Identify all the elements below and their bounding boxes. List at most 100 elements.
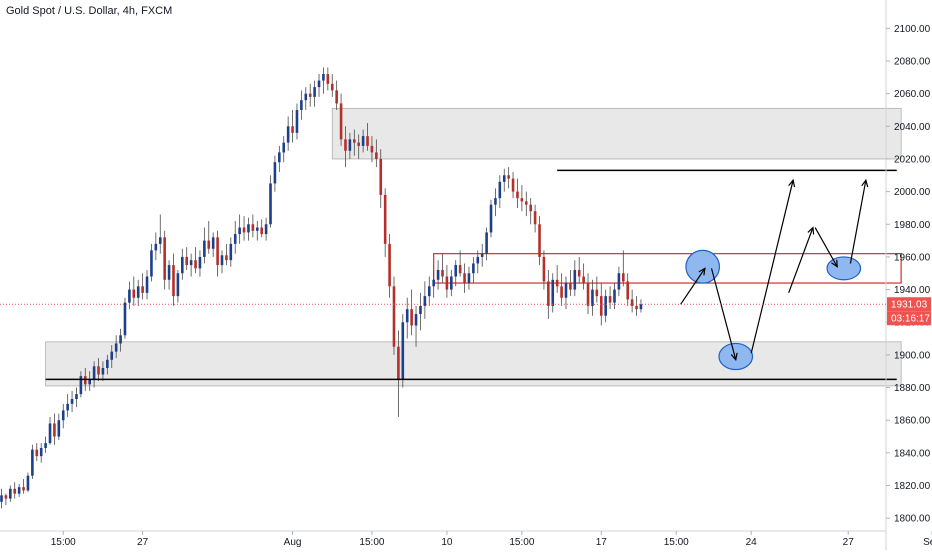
y-tick-label: 1940.00: [894, 285, 931, 296]
arrow-head-6: [861, 178, 869, 188]
candle-body: [344, 139, 347, 151]
candle-body: [595, 289, 599, 297]
circle-3: [826, 256, 862, 281]
candle-body: [39, 447, 43, 457]
current-price-tag: [887, 297, 931, 312]
candle-body: [141, 286, 144, 293]
x-tick-label: 15:00: [509, 537, 534, 548]
chart-title: Gold Spot / U.S. Dollar, 4h, FXCM: [6, 5, 173, 17]
candle-body: [22, 487, 25, 491]
candle-body: [520, 198, 524, 202]
candle-body: [498, 181, 502, 199]
candle-body: [167, 265, 171, 280]
candle-body: [480, 253, 484, 257]
candle-body: [114, 343, 118, 352]
circle-2: [718, 342, 754, 371]
candle-body: [207, 240, 211, 249]
candle-body: [524, 201, 528, 205]
candle-body: [83, 376, 87, 385]
candle-body: [264, 224, 268, 235]
candle-body: [317, 80, 321, 88]
candle-body: [211, 237, 215, 249]
candle-body: [397, 346, 400, 380]
annotations-layer: [680, 178, 869, 371]
candle-body: [189, 260, 193, 266]
candle-body: [35, 449, 39, 457]
candle-body: [591, 289, 594, 306]
candle-body: [472, 263, 475, 274]
arrow-head-2: [730, 352, 738, 362]
candle-body: [383, 194, 387, 244]
y-tick-label: 1860.00: [894, 416, 931, 427]
arrow-head-4: [807, 226, 815, 235]
candle-body: [106, 359, 109, 368]
candle-body: [110, 351, 114, 360]
candle-body: [551, 279, 555, 306]
candle-body: [238, 227, 241, 235]
candle-body: [410, 309, 413, 326]
candle-body: [181, 256, 184, 274]
candle-body: [26, 475, 30, 491]
candle-body: [295, 109, 299, 133]
candle-body: [353, 139, 356, 143]
x-tick-label: 24: [746, 537, 758, 548]
x-tick-label: 17: [596, 537, 608, 548]
candle-body: [79, 376, 83, 395]
candle-body: [569, 283, 572, 290]
y-tick-label: 1840.00: [894, 448, 931, 459]
candle-body: [150, 250, 153, 277]
projection-arrow-1: [680, 268, 706, 305]
candle-body: [639, 304, 643, 310]
candle-body: [414, 314, 418, 326]
candle-body: [75, 394, 78, 399]
candle-body: [4, 495, 8, 499]
candle-body: [0, 495, 3, 502]
candle-body: [53, 423, 56, 437]
candle-body: [31, 449, 34, 476]
candle-body: [357, 142, 361, 146]
x-tick-label: 15:00: [359, 537, 384, 548]
projection-arrow-3: [750, 180, 794, 354]
candle-body: [538, 224, 541, 257]
current-price-label: 1931.03: [891, 300, 928, 311]
candle-body: [163, 237, 166, 280]
candle-body: [450, 276, 453, 290]
candle-body: [379, 158, 383, 195]
candle-body: [322, 74, 325, 81]
candle-body: [278, 152, 281, 163]
candle-body: [533, 211, 537, 225]
y-tick-label: 1820.00: [894, 481, 931, 492]
candle-body: [516, 191, 519, 199]
arrow-head-5: [831, 259, 838, 268]
candle-body: [419, 305, 422, 315]
candle-body: [463, 273, 466, 284]
y-tick-label: 1900.00: [894, 350, 931, 361]
zones-layer: [45, 107, 902, 387]
candle-body: [145, 276, 149, 293]
candle-body: [17, 487, 21, 494]
y-tick-label: 1980.00: [894, 220, 931, 231]
candle-body: [511, 178, 515, 192]
upper-supply-zone: [331, 107, 902, 160]
candle-body: [502, 175, 506, 182]
candle-body: [313, 87, 316, 97]
candle-body: [577, 269, 581, 277]
candle-body: [626, 281, 630, 300]
candle-body: [441, 269, 444, 277]
arrow-head-1: [698, 267, 706, 276]
candle-body: [286, 126, 290, 143]
projection-arrow-4: [788, 227, 814, 294]
candle-body: [573, 269, 577, 290]
x-tick-label: 27: [137, 537, 149, 548]
y-axis[interactable]: 1800.00 1820.00 1840.00 1860.00 1880.00 1900.…: [886, 24, 931, 525]
candle-body: [242, 227, 246, 233]
candle-body: [216, 237, 219, 266]
candle-body: [622, 273, 625, 282]
projection-arrow-5: [814, 227, 838, 268]
y-tick-label: 2020.00: [894, 154, 931, 165]
candle-body: [136, 286, 140, 298]
